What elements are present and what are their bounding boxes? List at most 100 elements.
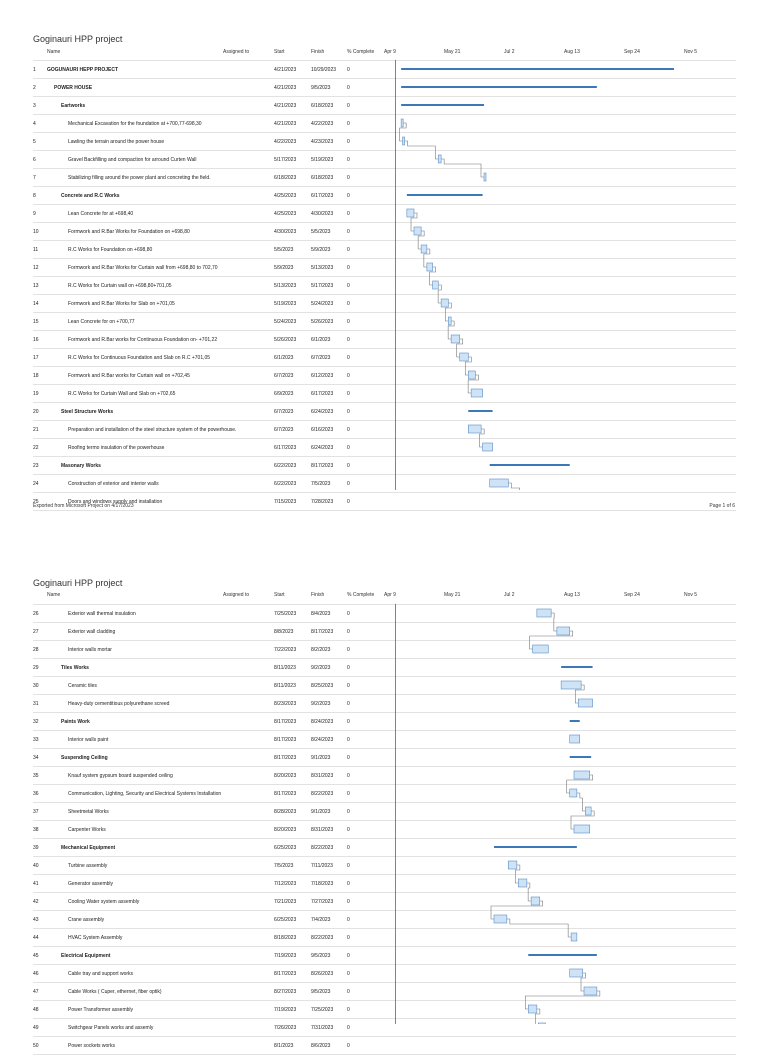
task-bar[interactable] — [532, 644, 549, 654]
summary-task-row[interactable]: 20 Steel Structure Works 6/7/2023 6/24/2023… — [33, 403, 736, 421]
task-bar[interactable] — [527, 1004, 538, 1014]
summary-bar[interactable] — [528, 954, 597, 956]
task-row[interactable]: 50 Power sockets works 8/1/2023 8/6/2023 0 — [33, 1037, 736, 1055]
summary-task-row[interactable]: 34 Suspending Ceiling 8/17/2023 9/1/2023 0 — [33, 749, 736, 767]
task-row[interactable]: 38 Carpenter Works 8/20/2023 8/31/2023 0 — [33, 821, 736, 839]
dependency-link — [467, 374, 479, 394]
task-row[interactable]: 35 Knauf system gypsum board suspended ce… — [33, 767, 736, 785]
task-row[interactable]: 18 Formwork and R.Bar works for Curtain w… — [33, 367, 736, 385]
task-bar[interactable] — [440, 298, 449, 308]
summary-bar[interactable] — [468, 410, 493, 412]
task-row[interactable]: 21 Preparation and installation of the st… — [33, 421, 736, 439]
task-bar[interactable] — [432, 280, 439, 290]
task-row[interactable]: 33 Interior walls paint 8/17/2023 8/24/2023… — [33, 731, 736, 749]
task-row[interactable]: 4 Mechanical Excavation for the foundatio… — [33, 115, 736, 133]
task-bar[interactable] — [530, 896, 541, 906]
task-finish: 5/19/2023 — [311, 156, 334, 163]
task-row[interactable]: 16 Formwork and R.Bar works for Continuou… — [33, 331, 736, 349]
task-row[interactable]: 41 Generator assembly 7/12/2023 7/18/2023 0 — [33, 875, 736, 893]
task-bar[interactable] — [406, 208, 415, 218]
task-bar[interactable] — [560, 680, 582, 690]
summary-task-row[interactable]: 39 Mechanical Equipment 6/25/2023 8/22/2023… — [33, 839, 736, 857]
task-bar[interactable] — [482, 442, 493, 452]
task-row[interactable]: 27 Exterior wall cladding 8/8/2023 8/17/202… — [33, 623, 736, 641]
task-bar[interactable] — [450, 334, 461, 344]
task-bar[interactable] — [400, 118, 404, 128]
task-bar[interactable] — [489, 478, 509, 488]
task-row[interactable]: 48 Power Transformer assembly 7/19/2023 7/2… — [33, 1001, 736, 1019]
task-row[interactable]: 17 R.C Works for Continuous Foundation an… — [33, 349, 736, 367]
task-row[interactable]: 5 Lawling the terrain around the power ho… — [33, 133, 736, 151]
task-bar[interactable] — [517, 878, 528, 888]
task-id: 40 — [33, 862, 39, 869]
task-row[interactable]: 6 Gravel Backfilling and compaction for a… — [33, 151, 736, 169]
task-row[interactable]: 24 Construction of exterior and interior … — [33, 475, 736, 493]
task-bar[interactable] — [556, 626, 571, 636]
task-bar[interactable] — [470, 388, 483, 398]
task-row[interactable]: 26 Exterior wall thermal insulation 7/25/2… — [33, 604, 736, 623]
task-name: Carpenter Works — [68, 826, 106, 833]
task-bar[interactable] — [437, 154, 442, 164]
task-row[interactable]: 37 Sheetmetal Works 8/28/2023 9/1/2023 0 — [33, 803, 736, 821]
task-bar[interactable] — [402, 136, 405, 146]
summary-bar[interactable] — [401, 68, 674, 70]
summary-task-row[interactable]: 45 Electrical Equipment 7/19/2023 9/5/2023 0 — [33, 947, 736, 965]
task-bar[interactable] — [577, 698, 593, 708]
summary-task-row[interactable]: 2 POWER HOUSE 4/21/2023 9/5/2023 0 — [33, 79, 736, 97]
task-bar[interactable] — [583, 986, 598, 996]
task-row[interactable]: 28 Interior walls mortar 7/22/2023 8/2/2023… — [33, 641, 736, 659]
summary-task-row[interactable]: 1 GOGUNAURI HEPP PROJECT 4/21/2023 10/29/20… — [33, 60, 736, 79]
summary-task-row[interactable]: 3 Eartworks 4/21/2023 6/18/2023 0 — [33, 97, 736, 115]
task-row[interactable]: 15 Lean Concrete for on +700,77 5/24/2023 5… — [33, 313, 736, 331]
task-row[interactable]: 44 HVAC System Assembly 8/18/2023 8/22/2023… — [33, 929, 736, 947]
summary-task-row[interactable]: 32 Paints Work 8/17/2023 8/24/2023 0 — [33, 713, 736, 731]
summary-bar[interactable] — [489, 464, 570, 466]
task-row[interactable]: 19 R.C Works for Curtain Wall and Slab on… — [33, 385, 736, 403]
task-bar[interactable] — [569, 968, 583, 978]
task-row[interactable]: 36 Communication, Lighting, Security and … — [33, 785, 736, 803]
summary-bar[interactable] — [406, 194, 483, 196]
summary-bar[interactable] — [569, 720, 580, 722]
task-bar[interactable] — [585, 806, 592, 816]
task-row[interactable]: 12 Formwork and R.Bar Works for Curtain w… — [33, 259, 736, 277]
task-row[interactable]: 42 Cooling Water system assembly 7/21/2023… — [33, 893, 736, 911]
task-bar[interactable] — [413, 226, 422, 236]
summary-bar[interactable] — [401, 86, 597, 88]
task-bar[interactable] — [573, 824, 591, 834]
task-row[interactable]: 7 Stabilizing filling around the power pl… — [33, 169, 736, 187]
task-bar[interactable] — [573, 770, 591, 780]
task-bar[interactable] — [483, 172, 487, 182]
summary-task-row[interactable]: 8 Concrete and R.C Works 4/25/2023 6/17/202… — [33, 187, 736, 205]
task-bar[interactable] — [569, 734, 581, 744]
summary-bar[interactable] — [569, 756, 592, 758]
task-row[interactable]: 46 Cable tray and support works 8/17/2023 8… — [33, 965, 736, 983]
task-bar[interactable] — [536, 608, 552, 618]
task-row[interactable]: 25 Doors and windows supply and installat… — [33, 493, 736, 511]
task-bar[interactable] — [426, 262, 433, 272]
task-bar[interactable] — [467, 370, 476, 380]
task-bar[interactable] — [569, 788, 578, 798]
task-bar[interactable] — [570, 932, 578, 942]
task-bar[interactable] — [467, 424, 482, 434]
summary-task-row[interactable]: 29 Tiles Works 8/11/2023 9/2/2023 0 — [33, 659, 736, 677]
task-row[interactable]: 43 Crane assembly 6/25/2023 7/4/2023 0 — [33, 911, 736, 929]
task-row[interactable]: 11 R.C Works for Foundation on +698,80 5/5… — [33, 241, 736, 259]
task-bar[interactable] — [493, 914, 508, 924]
task-row[interactable]: 13 R.C Works for Curtain wall on +698,80+… — [33, 277, 736, 295]
task-row[interactable]: 14 Formwork and R.Bar Works for Slab on +… — [33, 295, 736, 313]
task-bar[interactable] — [420, 244, 428, 254]
task-row[interactable]: 10 Formwork and R.Bar Works for Foundatio… — [33, 223, 736, 241]
task-bar[interactable] — [447, 316, 452, 326]
summary-bar[interactable] — [401, 104, 484, 106]
task-row[interactable]: 40 Turbine assembly 7/5/2023 7/11/2023 0 — [33, 857, 736, 875]
summary-task-row[interactable]: 23 Masonary Works 6/22/2023 8/17/2023 0 — [33, 457, 736, 475]
task-bar[interactable] — [459, 352, 469, 362]
task-row[interactable]: 9 Lean Concrete for at +698,40 4/25/2023 4/… — [33, 205, 736, 223]
task-row[interactable]: 30 Ceramic tiles 8/11/2023 8/25/2023 0 — [33, 677, 736, 695]
summary-bar[interactable] — [494, 846, 577, 848]
task-row[interactable]: 31 Heavy-duty cementitious polyurethane s… — [33, 695, 736, 713]
task-row[interactable]: 22 Roofing termo insulation of the powerh… — [33, 439, 736, 457]
task-row[interactable]: 47 Cable Works ( Cuper, ethernet, fiber … — [33, 983, 736, 1001]
summary-bar[interactable] — [561, 666, 593, 668]
task-bar[interactable] — [507, 860, 518, 870]
